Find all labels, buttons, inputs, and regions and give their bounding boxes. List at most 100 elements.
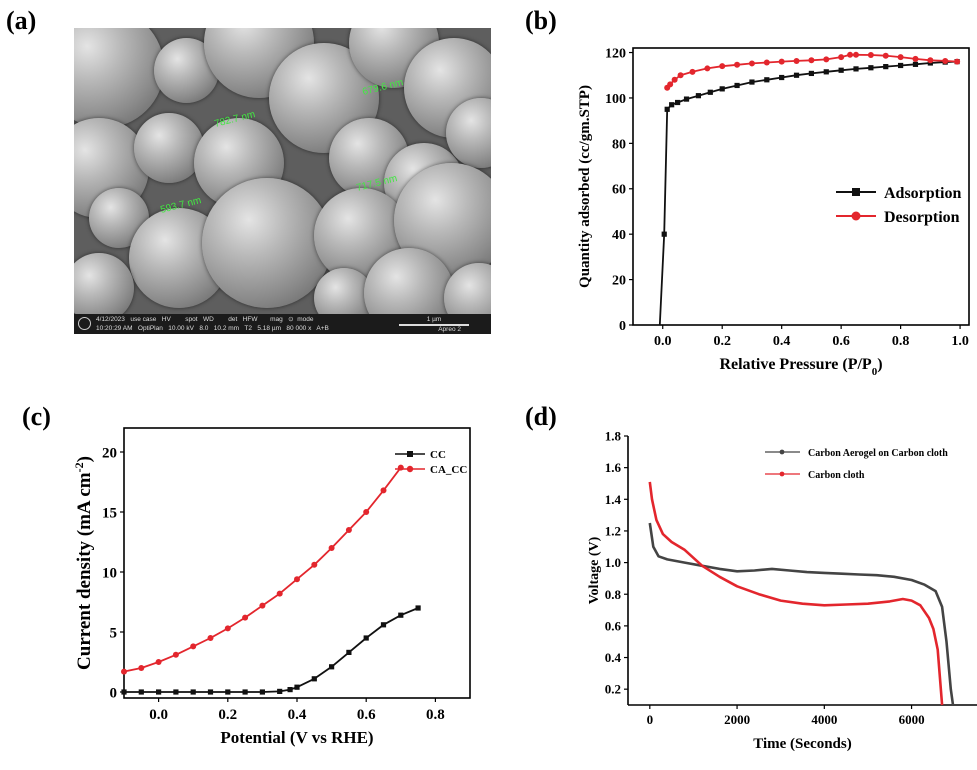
x-tick-label: 0: [647, 712, 654, 727]
chart-d: 0 2000 4000 6000 0.2 0.4 0.6 0.8 1.0 1.2 1.4 1.6 1.8…: [587, 429, 977, 752]
data-point: [311, 676, 317, 682]
data-point: [823, 69, 829, 75]
y-tick-label: 5: [110, 625, 118, 641]
x-tick-label: 0.2: [218, 707, 237, 723]
y-tick-label: 0.2: [605, 682, 621, 697]
panel-label-b: (b): [525, 6, 557, 35]
legend-label: Carbon cloth: [808, 470, 865, 481]
y-tick-label: 15: [102, 505, 117, 521]
y-tick-label: 0: [110, 685, 118, 701]
data-point: [838, 67, 844, 73]
data-point: [415, 605, 421, 611]
x-axis-label: Potential (V vs RHE): [220, 728, 373, 747]
scale-bar-label: 1 µm: [426, 316, 442, 323]
data-point: [207, 689, 214, 695]
legend-label: CC: [430, 449, 446, 461]
panel-label-a: (a): [6, 6, 37, 35]
legend-marker: [851, 211, 861, 221]
data-point: [778, 58, 785, 65]
data-point: [664, 84, 671, 91]
sem-databar-row1: 4/12/2023 use case HV spot WD det HFW ma…: [96, 316, 314, 323]
data-point: [121, 689, 127, 695]
panel-label-c: (c): [22, 402, 51, 431]
data-point: [847, 51, 854, 58]
data-point: [683, 96, 690, 102]
legend-marker: [779, 471, 785, 477]
data-point: [363, 509, 370, 515]
data-point: [259, 602, 266, 609]
data-point: [224, 625, 231, 632]
data-point: [277, 688, 283, 694]
data-point: [677, 72, 684, 79]
x-tick-label: 2000: [724, 712, 750, 727]
data-point: [748, 60, 755, 67]
x-tick-label: 0.8: [426, 707, 445, 723]
y-tick-label: 80: [612, 137, 626, 152]
data-point: [121, 668, 127, 675]
y-tick-label: 20: [102, 445, 117, 461]
data-point: [808, 70, 815, 77]
data-point: [695, 93, 702, 99]
data-point: [363, 635, 369, 641]
x-tick-label: 4000: [811, 712, 837, 727]
data-point: [294, 576, 300, 583]
data-point: [749, 79, 755, 85]
data-point: [671, 76, 678, 83]
data-point: [172, 651, 179, 658]
y-axis-label: Current density (mA cm-2): [72, 456, 95, 670]
plot-frame: [632, 47, 970, 326]
x-tick-label: 0.2: [713, 334, 731, 349]
sphere: [202, 178, 332, 308]
x-tick-label: 0.0: [654, 334, 672, 349]
data-point: [838, 54, 845, 61]
data-point: [707, 89, 713, 95]
data-point: [823, 56, 830, 63]
legend-label: Adsorption: [884, 185, 961, 202]
data-point: [689, 68, 696, 75]
chart-c: 0.0 0.2 0.4 0.6 0.8 0 5 10 15 20 Potential (V vs R…: [72, 427, 471, 747]
data-point: [954, 58, 961, 65]
data-point: [311, 561, 318, 568]
data-point: [345, 527, 352, 533]
y-tick-label: 1.4: [605, 492, 622, 507]
data-point: [868, 65, 874, 71]
data-point: [912, 61, 919, 67]
chart-b: 0.0 0.2 0.4 0.6 0.8 1.0 0 20 40 60 80 100 120 Relativ…: [577, 46, 970, 378]
data-point: [793, 57, 800, 64]
y-tick-label: 1.0: [605, 555, 621, 570]
data-point: [173, 689, 179, 695]
data-point: [942, 57, 949, 64]
data-point: [867, 52, 874, 59]
data-point: [138, 689, 144, 695]
sem-databar-row2: 10:20:29 AM OptiPlan 10.00 kV 8.0 10.2 m…: [96, 325, 329, 332]
data-point: [380, 487, 387, 494]
data-point: [276, 590, 283, 597]
series-line-carbon-aerogel-on-carbon-cloth: [648, 522, 955, 706]
x-tick-label: 0.4: [773, 334, 791, 349]
data-point: [661, 231, 667, 237]
sphere: [74, 253, 134, 323]
data-point: [190, 689, 196, 695]
x-axis-label: Relative Pressure (P/P0): [719, 356, 882, 378]
data-point: [329, 664, 335, 670]
data-point: [779, 74, 785, 81]
series-line-cc: [124, 607, 419, 693]
y-tick-label: 1.2: [605, 523, 621, 538]
data-point: [912, 55, 919, 62]
data-point: [207, 635, 214, 641]
data-point: [380, 622, 387, 628]
y-tick-label: 20: [612, 273, 626, 288]
y-tick-label: 40: [612, 228, 626, 243]
x-tick-label: 6000: [899, 712, 925, 727]
data-point: [328, 545, 335, 551]
data-point: [704, 65, 711, 72]
data-point: [927, 57, 934, 64]
data-point: [898, 62, 904, 69]
sphere: [134, 113, 204, 183]
microscope-logo-icon: [78, 317, 91, 330]
legend-label: Carbon Aerogel on Carbon cloth: [808, 448, 948, 459]
sem-image: 782.7 nm 679.6 nm 593.7 nm 717.5 nm 4/12…: [74, 28, 491, 334]
sem-databar-fields: 4/12/2023 use case HV spot WD det HFW ma…: [96, 315, 329, 333]
y-tick-label: 100: [605, 92, 626, 107]
data-point: [734, 82, 740, 89]
